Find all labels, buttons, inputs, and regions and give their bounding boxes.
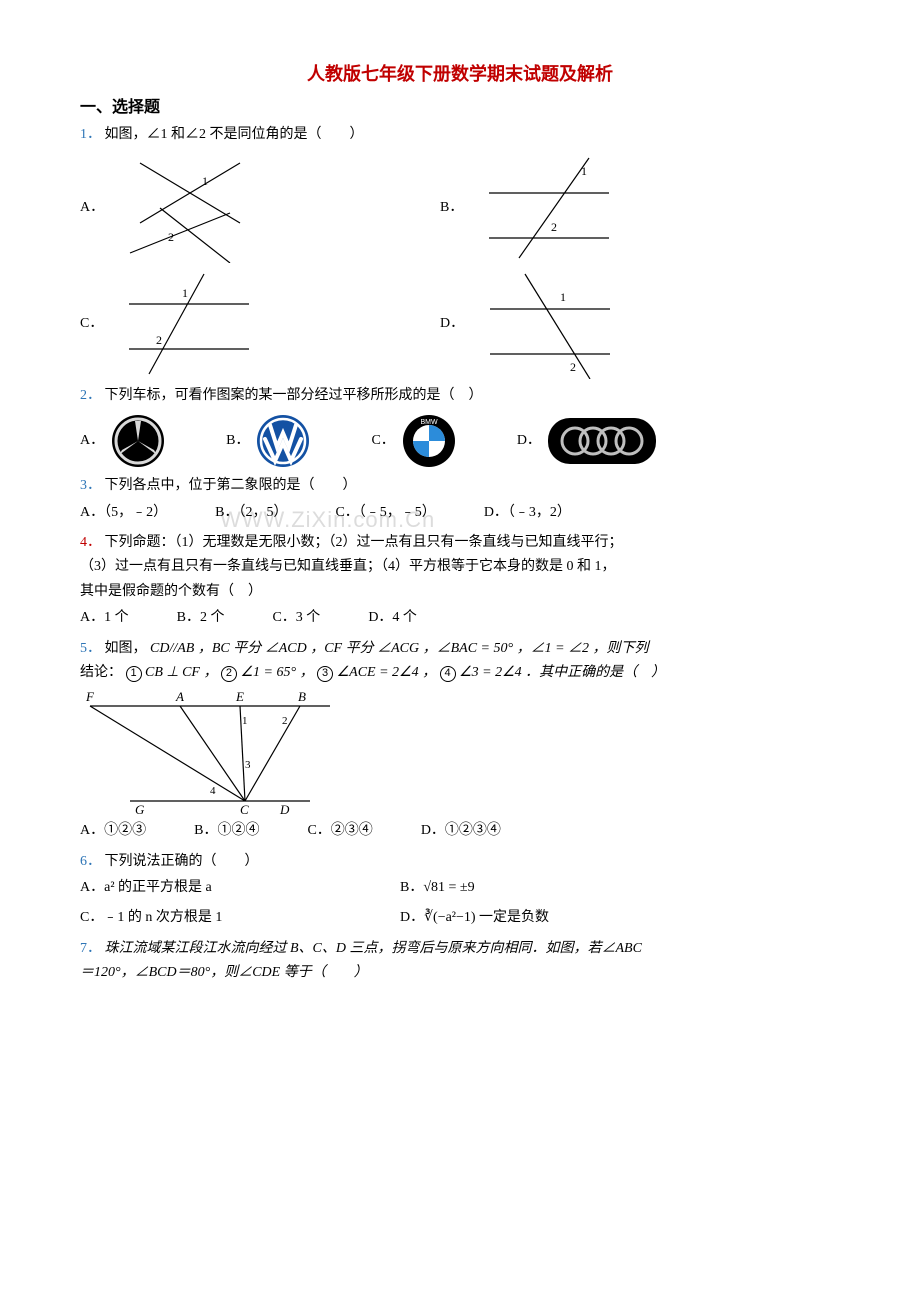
q5-c4: ∠3 = 2∠4 ．其中正确的是（ ） — [459, 665, 665, 680]
q2-opt-C-label: C． — [371, 430, 394, 452]
section-header: 一、选择题 — [80, 95, 840, 121]
bmw-logo-icon: BMW — [401, 413, 457, 469]
q4-text1: 下列命题：（1）无理数是无限小数；（2）过一点有且只有一条直线与已知直线平行； — [105, 535, 623, 550]
svg-text:2: 2 — [282, 715, 288, 727]
q7-number: 7． — [80, 941, 101, 956]
q6-opt-D: D．∛(−a²−1) 一定是负数 — [400, 907, 549, 929]
q3-opt-C: C．（﹣5，﹣5） — [335, 502, 435, 524]
svg-text:BMW: BMW — [420, 419, 438, 426]
q5-c2: ∠1 = 65° ， — [240, 665, 313, 680]
q4-opt-A: A．1 个 — [80, 607, 129, 629]
svg-text:A: A — [175, 689, 184, 704]
q1-fig-D: 1 2 — [470, 269, 620, 379]
q1: 1． 如图，∠1 和∠2 不是同位角的是（ ） — [80, 124, 840, 146]
q2-options: A． B． C． BMW — [80, 413, 840, 469]
q3-opt-B: B．（2，5） — [215, 502, 287, 524]
circled-2-icon: 2 — [221, 666, 237, 682]
q4-line3: 其中是假命题的个数有（ ） — [80, 581, 840, 603]
q5-pre: 如图， — [105, 641, 147, 656]
svg-text:B: B — [298, 689, 306, 704]
q1-text: 如图，∠1 和∠2 不是同位角的是（ ） — [105, 127, 364, 142]
q5-number: 5． — [80, 641, 101, 656]
svg-text:2: 2 — [570, 360, 576, 374]
q7-line1: 7． 珠江流域某江段江水流向经过 B、C、D 三点，拐弯后与原来方向相同．如图，… — [80, 938, 840, 960]
q4-line1: 4． 下列命题：（1）无理数是无限小数；（2）过一点有且只有一条直线与已知直线平… — [80, 532, 840, 554]
q3-text: 下列各点中，位于第二象限的是（ ） — [105, 478, 357, 493]
q1-number: 1． — [80, 127, 101, 142]
q2: 2． 下列车标，可看作图案的某一部分经过平移所形成的是（ ） — [80, 385, 840, 407]
q3-opt-D: D．（﹣3，2） — [484, 502, 571, 524]
svg-text:C: C — [240, 802, 249, 816]
q6-opt-A: A．a² 的正平方根是 a — [80, 877, 400, 899]
q5-line1: 5． 如图， CD//AB ，BC 平分 ∠ACD ，CF 平分 ∠ACG ，∠… — [80, 638, 840, 660]
q1-fig-A: 1 2 — [110, 153, 260, 263]
q6-opt-B: B．√81 = ±9 — [400, 877, 475, 899]
svg-text:E: E — [235, 689, 244, 704]
svg-text:2: 2 — [551, 220, 557, 234]
svg-text:G: G — [135, 802, 145, 816]
q6-number: 6． — [80, 854, 101, 869]
mercedes-logo-icon — [110, 413, 166, 469]
circled-3-icon: 3 — [317, 666, 333, 682]
q3-opt-A: A．（5，﹣2） — [80, 502, 167, 524]
q4-options: A．1 个 B．2 个 C．3 个 D．4 个 — [80, 607, 840, 629]
q5-opt-B: B．①②④ — [194, 820, 259, 842]
q5-opt-D: D．①②③④ — [421, 820, 501, 842]
q6: 6． 下列说法正确的（ ） — [80, 851, 840, 873]
q4-number: 4． — [80, 535, 101, 550]
vw-logo-icon — [255, 413, 311, 469]
q5-line2: 结论： 1 CB ⊥ CF ， 2 ∠1 = 65° ， 3 ∠ACE = 2∠… — [80, 662, 840, 684]
q2-opt-A-label: A． — [80, 430, 104, 452]
svg-text:F: F — [85, 689, 95, 704]
q2-opt-D-label: D． — [517, 430, 541, 452]
svg-text:2: 2 — [168, 230, 174, 244]
q7-text1: 珠江流域某江段江水流向经过 B、C、D 三点，拐弯后与原来方向相同．如图，若∠A… — [105, 941, 642, 956]
audi-logo-icon — [547, 417, 657, 465]
q3-number: 3． — [80, 478, 101, 493]
q3: 3． 下列各点中，位于第二象限的是（ ） — [80, 475, 840, 497]
svg-text:3: 3 — [245, 759, 251, 771]
q7-line2: ＝120°，∠BCD＝80°，则∠CDE 等于（ ） — [80, 962, 840, 984]
q5-figure: F A E B G C D 1 2 3 4 — [80, 686, 340, 816]
q2-text: 下列车标，可看作图案的某一部分经过平移所形成的是（ ） — [105, 388, 483, 403]
q1-options-row1: A． 1 2 B． 1 2 — [80, 153, 840, 263]
q5-c3: ∠ACE = 2∠4 ， — [337, 665, 437, 680]
q2-number: 2． — [80, 388, 101, 403]
q6-text: 下列说法正确的（ ） — [105, 854, 259, 869]
q4-opt-B: B．2 个 — [177, 607, 225, 629]
q1-opt-D-label: D． — [440, 313, 464, 335]
svg-text:1: 1 — [581, 164, 587, 178]
q4-line2: （3）过一点有且只有一条直线与已知直线垂直；（4）平方根等于它本身的数是 0 和… — [80, 556, 840, 578]
svg-text:1: 1 — [202, 174, 208, 188]
svg-text:4: 4 — [210, 785, 216, 797]
q5-options: A．①②③ B．①②④ C．②③④ D．①②③④ — [80, 820, 840, 842]
q5-cond2: 结论： — [80, 665, 122, 680]
svg-text:D: D — [279, 802, 290, 816]
svg-text:1: 1 — [182, 286, 188, 300]
q6-options-row2: C．﹣1 的 n 次方根是 1 D．∛(−a²−1) 一定是负数 — [80, 907, 840, 929]
q5-opt-A: A．①②③ — [80, 820, 146, 842]
q5-opt-C: C．②③④ — [307, 820, 372, 842]
q1-opt-B-label: B． — [440, 197, 463, 219]
q3-options: A．（5，﹣2） B．（2，5） C．（﹣5，﹣5） D．（﹣3，2） — [80, 502, 840, 524]
circled-4-icon: 4 — [440, 666, 456, 682]
q1-opt-A-label: A． — [80, 197, 104, 219]
q5-c1: CB ⊥ CF ， — [145, 665, 217, 680]
q5-cond1: CD//AB ，BC 平分 ∠ACD ，CF 平分 ∠ACG ，∠BAC = 5… — [150, 641, 649, 656]
svg-text:1: 1 — [242, 715, 248, 727]
q4-opt-D: D．4 个 — [368, 607, 417, 629]
q6-opt-C: C．﹣1 的 n 次方根是 1 — [80, 907, 400, 929]
circled-1-icon: 1 — [126, 666, 142, 682]
q6-options-row1: A．a² 的正平方根是 a B．√81 = ±9 — [80, 877, 840, 899]
svg-text:1: 1 — [560, 290, 566, 304]
page-title: 人教版七年级下册数学期末试题及解析 — [80, 60, 840, 89]
q2-opt-B-label: B． — [226, 430, 249, 452]
q1-fig-C: 1 2 — [109, 269, 259, 379]
q1-opt-C-label: C． — [80, 313, 103, 335]
q4-opt-C: C．3 个 — [272, 607, 320, 629]
q1-fig-B: 1 2 — [469, 153, 619, 263]
q1-options-row2: C． 1 2 D． 1 2 — [80, 269, 840, 379]
svg-text:2: 2 — [156, 333, 162, 347]
